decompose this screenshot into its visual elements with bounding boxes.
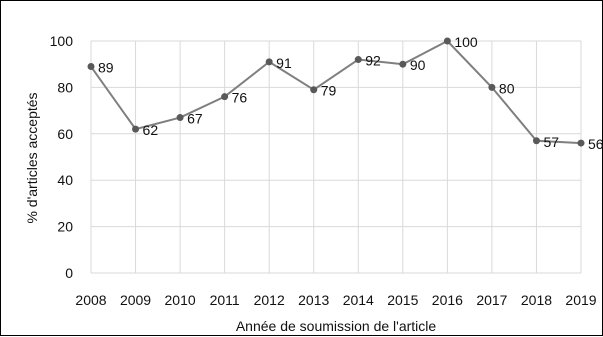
x-tick-label: 2011 — [210, 292, 240, 308]
data-point-marker — [87, 63, 95, 71]
x-tick-label: 2015 — [387, 292, 418, 308]
gridlines — [90, 40, 582, 274]
x-tick-label: 2012 — [254, 292, 285, 308]
data-point-marker — [577, 139, 585, 147]
x-tick-label: 2014 — [343, 292, 374, 308]
y-tick-label: 100 — [50, 33, 74, 49]
x-axis-title: Année de soumission de l'article — [236, 318, 437, 334]
x-tick-label: 2019 — [565, 292, 596, 308]
data-label: 90 — [410, 57, 426, 73]
x-tick-label: 2016 — [432, 292, 463, 308]
data-point-marker — [176, 114, 184, 122]
series-line-group — [87, 37, 585, 147]
data-point-marker — [399, 60, 407, 68]
x-tick-label: 2018 — [521, 292, 552, 308]
data-label: 67 — [187, 111, 203, 127]
y-axis-ticks: 0 20 40 60 80 100 — [50, 33, 74, 281]
data-point-marker — [354, 56, 362, 64]
data-point-marker — [221, 93, 229, 101]
data-point-marker — [265, 58, 273, 66]
data-label: 56 — [588, 136, 603, 152]
x-axis-ticks: 2008 2009 2010 2011 2012 2013 2014 2015 2016 2017… — [75, 292, 596, 308]
x-tick-label: 2017 — [476, 292, 507, 308]
x-tick-label: 2010 — [165, 292, 196, 308]
y-tick-label: 0 — [65, 265, 73, 281]
y-tick-label: 20 — [57, 219, 73, 235]
data-label: 62 — [143, 122, 159, 138]
x-tick-label: 2013 — [298, 292, 329, 308]
y-tick-label: 40 — [57, 172, 73, 188]
data-label: 92 — [365, 53, 381, 69]
y-tick-label: 80 — [57, 79, 73, 95]
data-label: 57 — [543, 134, 559, 150]
y-tick-label: 60 — [57, 126, 73, 142]
data-point-marker — [310, 86, 318, 94]
x-tick-label: 2008 — [75, 292, 106, 308]
data-label: 91 — [276, 55, 292, 71]
data-point-marker — [132, 125, 140, 133]
data-label: 89 — [98, 60, 114, 76]
data-label: 80 — [499, 80, 515, 96]
data-point-marker — [443, 37, 451, 45]
y-axis-title: % d'articles acceptés — [24, 92, 40, 223]
data-labels: 89 62 67 76 91 79 92 90 100 80 57 56 — [98, 34, 603, 152]
data-point-marker — [532, 137, 540, 145]
data-label: 79 — [321, 83, 337, 99]
data-label: 76 — [232, 90, 248, 106]
data-point-marker — [488, 83, 496, 91]
x-tick-label: 2009 — [120, 292, 151, 308]
data-label: 100 — [454, 34, 478, 50]
series-line — [90, 39, 582, 145]
